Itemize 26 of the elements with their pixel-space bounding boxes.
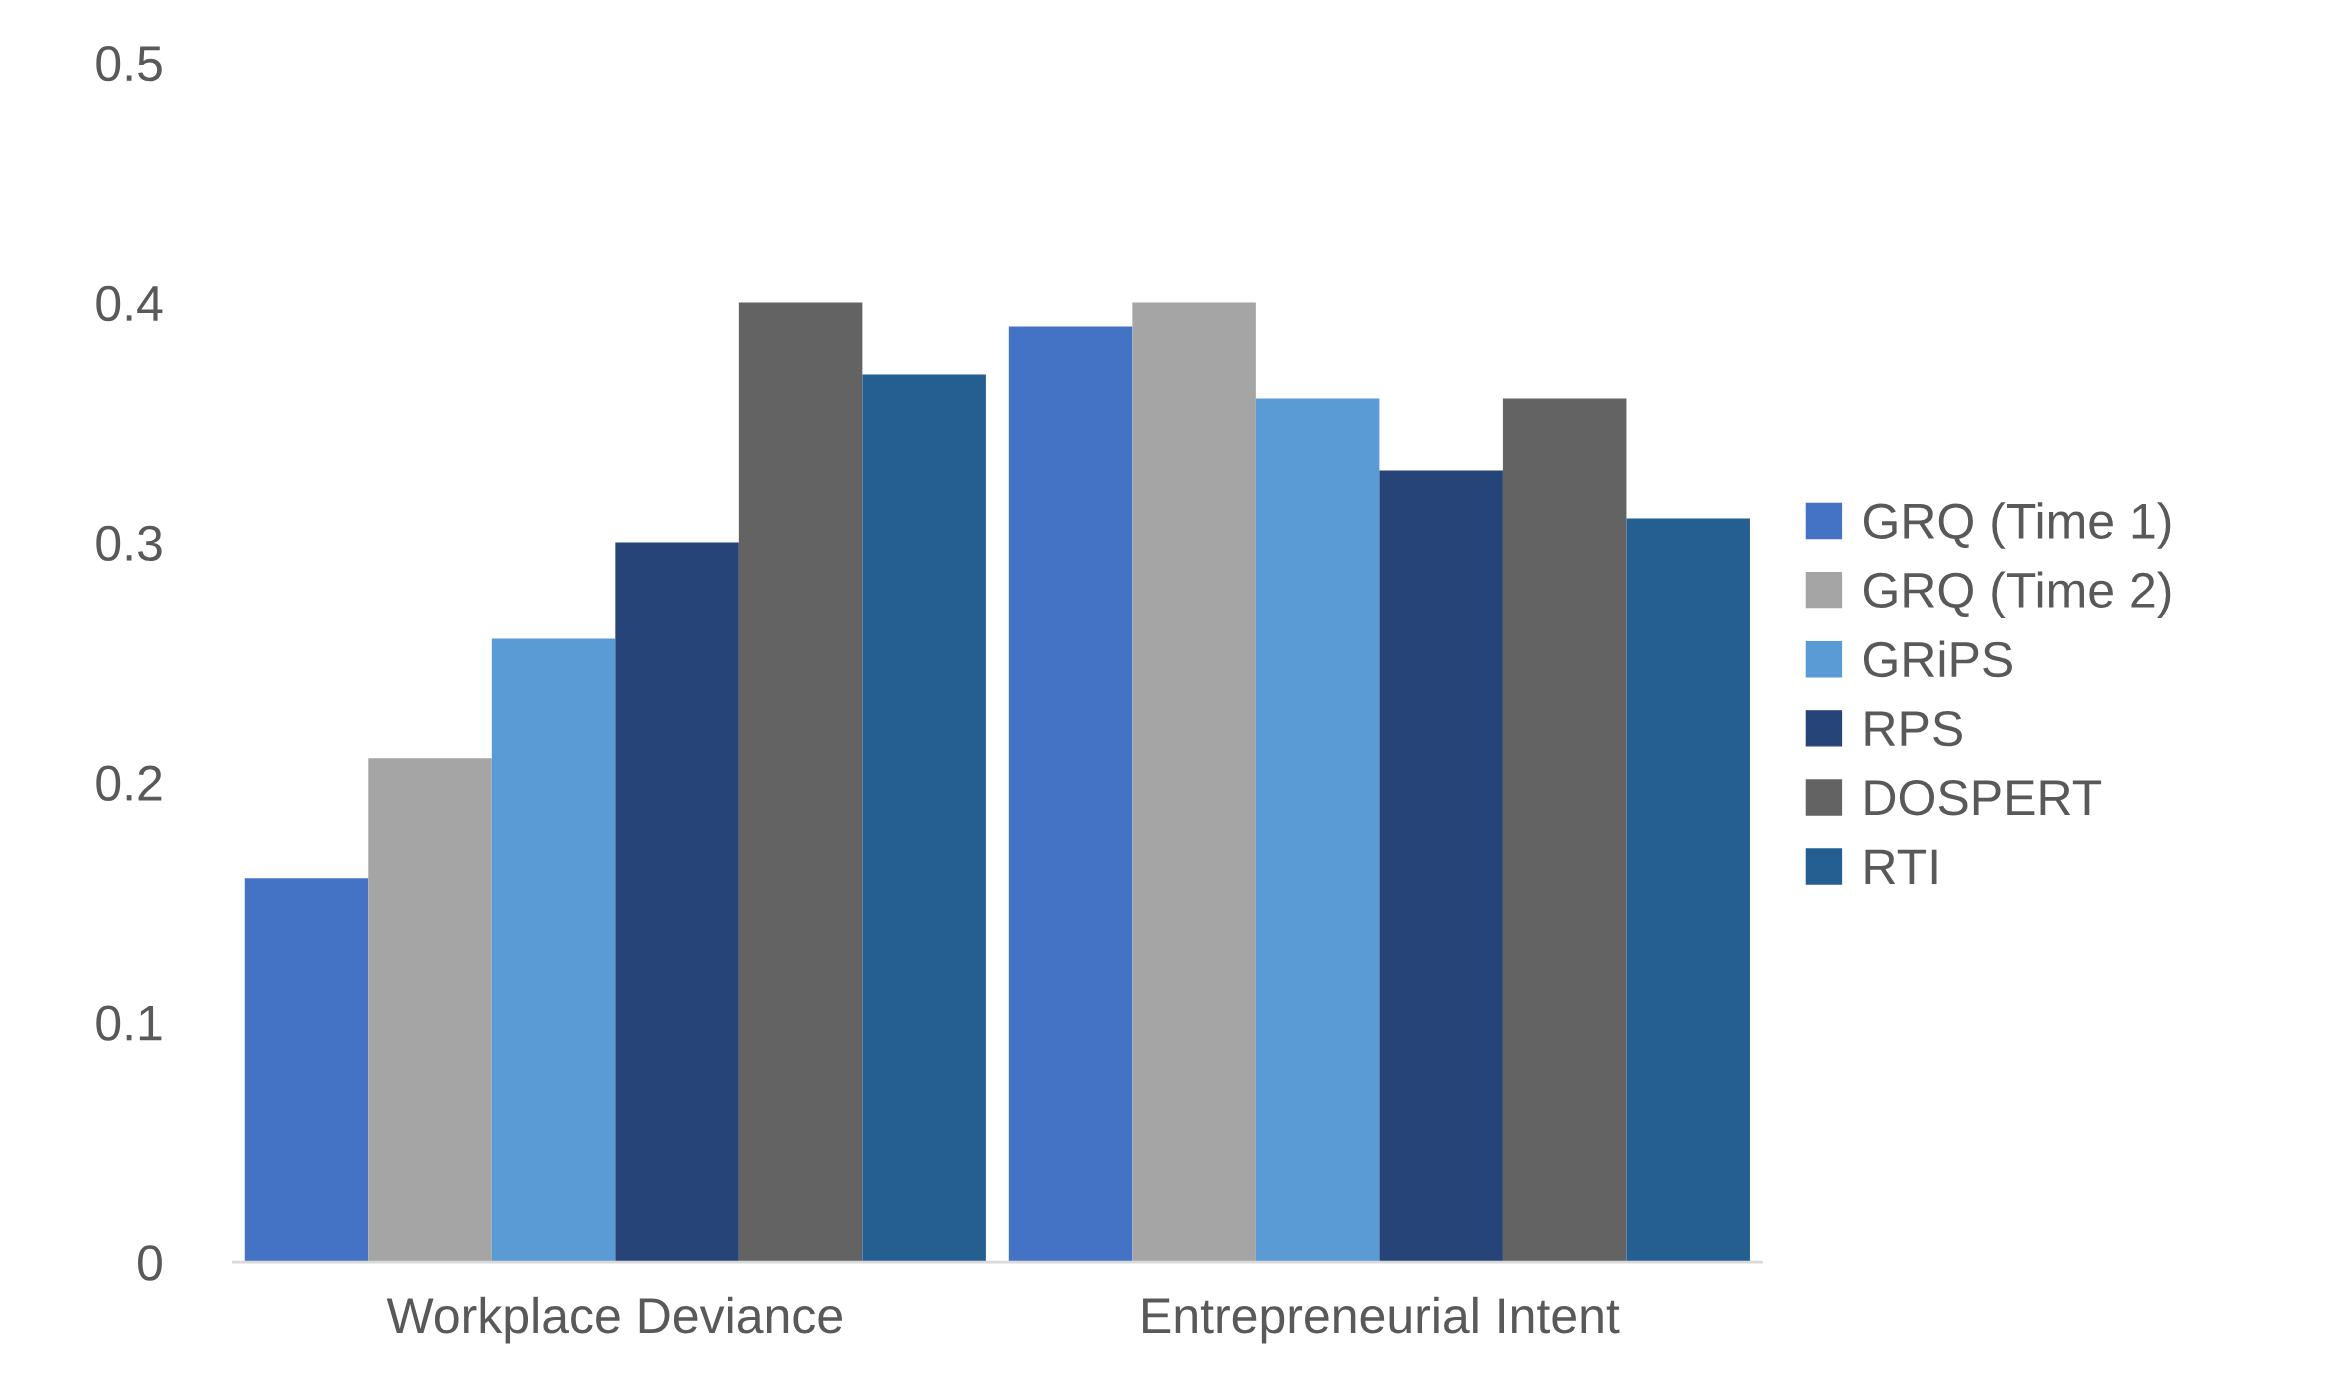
bar: [244, 878, 369, 1263]
y-tick-label: 0.4: [96, 285, 163, 322]
legend-label: GRQ (Time 2): [1863, 571, 2171, 618]
bar: [615, 542, 739, 1263]
bar: [738, 302, 863, 1263]
bar: [1008, 326, 1133, 1263]
x-tick-label: Workplace Deviance: [386, 1296, 842, 1344]
legend-label: RPS: [1865, 710, 1962, 747]
legend-label: GRiPS: [1863, 640, 2012, 678]
y-tick-label: 0: [138, 1245, 162, 1281]
bar: [1502, 398, 1627, 1263]
bar: [1626, 518, 1750, 1263]
bar: [1255, 398, 1380, 1263]
legend-label: RTI: [1865, 849, 1937, 885]
y-tick-label: 0.5: [96, 45, 162, 82]
bar: [368, 758, 492, 1263]
y-tick-label: 0.3: [96, 525, 162, 562]
bar: [491, 638, 616, 1263]
y-tick-label: 0.1: [96, 1005, 162, 1041]
bar: [1132, 302, 1256, 1263]
bar: [862, 374, 986, 1263]
bar: [1379, 470, 1503, 1263]
legend-label: GRQ (Time 1): [1863, 502, 2171, 549]
x-tick-label: Entrepreneurial Intent: [1143, 1296, 1620, 1344]
y-tick-label: 0.2: [96, 765, 162, 801]
legend-label: DOSPERT: [1865, 780, 2102, 816]
